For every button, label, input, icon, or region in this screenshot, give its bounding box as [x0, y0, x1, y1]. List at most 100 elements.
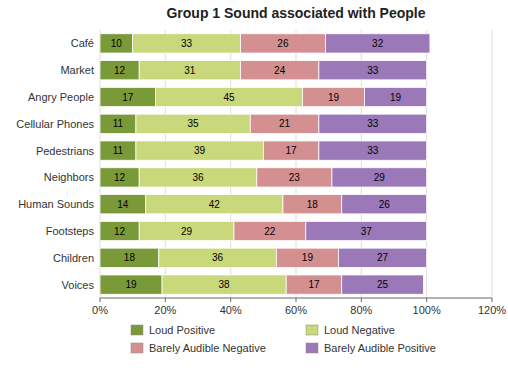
tick-mark	[361, 298, 362, 302]
bar-segment	[100, 87, 156, 106]
data-label: 14	[117, 199, 129, 210]
data-label: 12	[114, 226, 126, 237]
bar-segment	[100, 248, 159, 267]
legend-label: Barely Audible Negative	[149, 342, 266, 354]
tick-label: 80%	[350, 304, 372, 316]
bar-segment	[136, 114, 250, 133]
tick-label: 100%	[413, 304, 441, 316]
bar-segment	[100, 114, 136, 133]
bar-segment	[250, 114, 319, 133]
data-label: 33	[367, 65, 379, 76]
tick-label: 40%	[220, 304, 242, 316]
bar-segment	[100, 34, 133, 53]
bar-segment	[319, 61, 427, 80]
bar-segment	[319, 141, 427, 160]
data-label: 32	[372, 38, 384, 49]
bar-segment	[257, 168, 332, 187]
tick-mark	[296, 298, 297, 302]
legend-label: Barely Audible Positive	[324, 342, 436, 354]
data-label: 26	[379, 199, 391, 210]
bar-segment	[283, 195, 342, 214]
legend-swatch	[131, 325, 143, 335]
data-label: 17	[122, 92, 134, 103]
bar-segment	[139, 168, 257, 187]
data-label: 23	[289, 172, 301, 183]
data-label: 27	[377, 252, 389, 263]
data-label: 12	[114, 65, 126, 76]
category-label: Café	[71, 37, 94, 49]
data-label: 36	[192, 172, 204, 183]
bar-segment	[365, 87, 427, 106]
data-label: 12	[114, 172, 126, 183]
bar-segment	[139, 221, 234, 240]
bar-segment	[276, 248, 338, 267]
bar-segment	[139, 61, 240, 80]
data-label: 19	[390, 92, 402, 103]
data-label: 33	[367, 118, 379, 129]
title: Group 1 Sound associated with People	[166, 5, 425, 21]
bar-segment	[136, 141, 263, 160]
category-label: Voices	[62, 279, 95, 291]
bar-segment	[100, 195, 146, 214]
category-label: Human Sounds	[18, 198, 94, 210]
data-label: 18	[124, 252, 136, 263]
tick-label: 20%	[154, 304, 176, 316]
tick-mark	[426, 298, 427, 302]
category-label: Pedestrians	[36, 145, 95, 157]
bar-segment	[234, 221, 306, 240]
data-label: 19	[328, 92, 340, 103]
data-label: 18	[307, 199, 319, 210]
bar-segment	[133, 34, 241, 53]
tick-label: 0%	[92, 304, 108, 316]
data-labels: 1012171111121412181933314535393642293638…	[111, 38, 402, 290]
bar-segment	[100, 168, 139, 187]
data-label: 36	[212, 252, 224, 263]
category-label: Neighbors	[44, 171, 95, 183]
bars	[100, 34, 430, 294]
data-label: 11	[113, 145, 124, 156]
bar-segment	[306, 221, 427, 240]
data-label: 22	[264, 226, 276, 237]
data-label: 26	[277, 38, 289, 49]
data-label: 42	[209, 199, 221, 210]
data-label: 19	[302, 252, 314, 263]
bar-segment	[332, 168, 427, 187]
category-label: Market	[60, 64, 94, 76]
bar-segment	[338, 248, 426, 267]
data-label: 25	[377, 279, 389, 290]
bar-segment	[325, 34, 430, 53]
data-label: 17	[308, 279, 320, 290]
category-label: Cellular Phones	[16, 118, 94, 130]
bar-segment	[100, 141, 136, 160]
bar-segment	[319, 114, 427, 133]
data-label: 10	[111, 38, 123, 49]
bar-segment	[303, 87, 365, 106]
x-axis-line	[100, 298, 492, 299]
bar-segment	[162, 275, 286, 294]
tick-mark	[492, 298, 493, 302]
bar-segment	[146, 195, 283, 214]
bar-segment	[240, 61, 318, 80]
bar-segment	[100, 221, 139, 240]
data-label: 24	[274, 65, 286, 76]
grid	[100, 30, 492, 298]
data-label: 29	[181, 226, 193, 237]
data-label: 45	[223, 92, 235, 103]
data-label: 37	[361, 226, 373, 237]
data-label: 33	[367, 145, 379, 156]
data-label: 21	[279, 118, 291, 129]
tick-label: 60%	[285, 304, 307, 316]
data-label: 11	[113, 118, 124, 129]
data-label: 35	[188, 118, 200, 129]
grid-line	[492, 30, 493, 298]
data-label: 29	[374, 172, 386, 183]
bar-segment	[240, 34, 325, 53]
bar-segment	[342, 275, 424, 294]
bar-segment	[159, 248, 277, 267]
legend-swatch	[131, 343, 143, 353]
legend-swatch	[306, 325, 318, 335]
legend-label: Loud Positive	[149, 324, 215, 336]
bar-segment	[263, 141, 319, 160]
data-label: 39	[194, 145, 206, 156]
data-label: 33	[181, 38, 193, 49]
